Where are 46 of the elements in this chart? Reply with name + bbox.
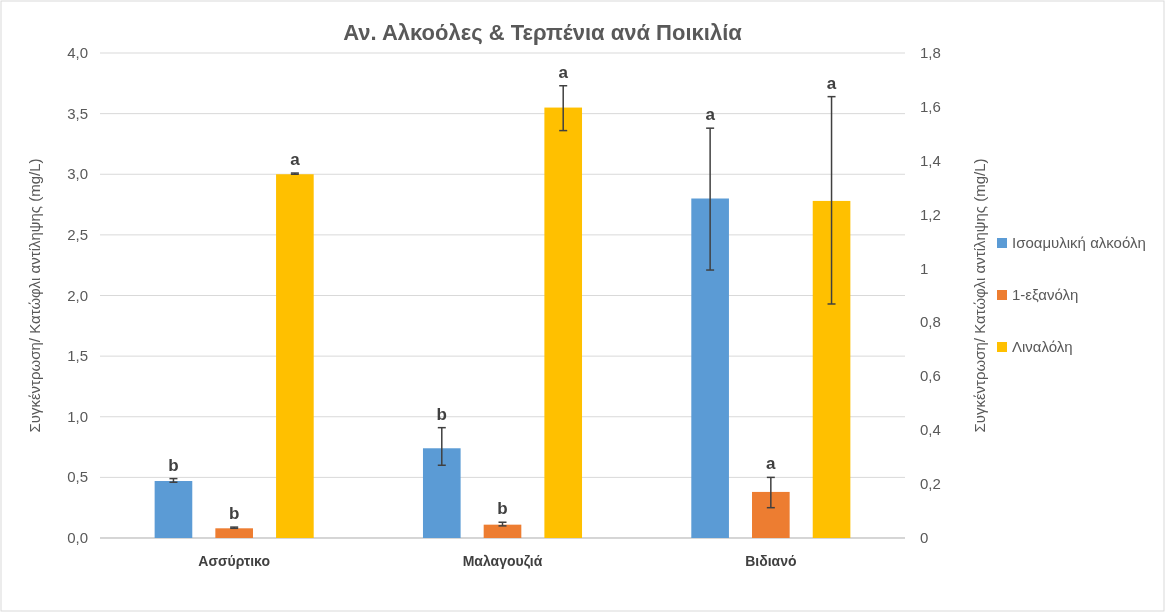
legend-label: Ισοαμυλική αλκοόλη [1012,234,1146,251]
y2-tick-label: 1,4 [920,151,941,169]
x-tick-label: Ασσύρτικο [198,553,271,569]
annotation: a [705,105,716,125]
y-tick-label: 2,5 [67,225,88,243]
y-tick-label: 2,0 [67,286,88,304]
annotation: b [497,499,508,519]
y2-tick-label: 0,8 [920,313,941,331]
chart-title: Αν. Αλκοόλες & Τερπένια ανά Ποικιλία [343,20,743,45]
annotation: a [290,150,301,170]
y-tick-label: 1,5 [67,347,88,365]
legend-label: Λιναλόλη [1012,338,1073,355]
bar [154,481,193,538]
y2-tick-label: 1,6 [920,97,941,115]
bar [422,448,461,538]
annotation: b [436,404,447,424]
annotation: b [228,504,240,524]
x-tick-label: Βιδιανό [745,553,797,569]
annotation: a [558,62,569,82]
bar [276,174,314,538]
annotation: a [826,73,837,93]
y2-tick-label: 0 [920,529,929,546]
y2-tick-label: 1,2 [920,205,941,223]
y-tick-label: 3,5 [67,104,88,122]
y-tick-label: 1,0 [67,407,88,425]
y-axis-title: Συγκέντρωση/ Κατώφλι αντίληψης (mg/L) [26,158,43,433]
bar [691,198,729,538]
bar [215,528,253,538]
bar [752,491,790,538]
x-tick-label: Μαλαγουζιά [462,553,543,569]
y2-tick-label: 0,6 [920,367,941,385]
annotation: a [766,454,777,474]
y2-axis-title: Συγκέντρωση/ Κατώφλι αντίληψης (mg/L) [971,158,988,433]
y2-tick-label: 0,4 [920,421,941,439]
bar [544,107,583,538]
annotation: b [168,455,179,475]
y2-tick-label: 1 [920,259,929,277]
y-tick-label: 0,5 [67,468,88,486]
y-tick-label: 3,0 [67,165,88,183]
bar [483,524,522,538]
y2-tick-label: 1,8 [920,44,941,61]
y2-tick-label: 0,2 [920,475,941,493]
y-tick-label: 0,0 [67,529,88,546]
legend-label: 1-εξανόλη [1012,286,1079,303]
y-tick-label: 4,0 [67,44,88,61]
bar [812,200,851,538]
